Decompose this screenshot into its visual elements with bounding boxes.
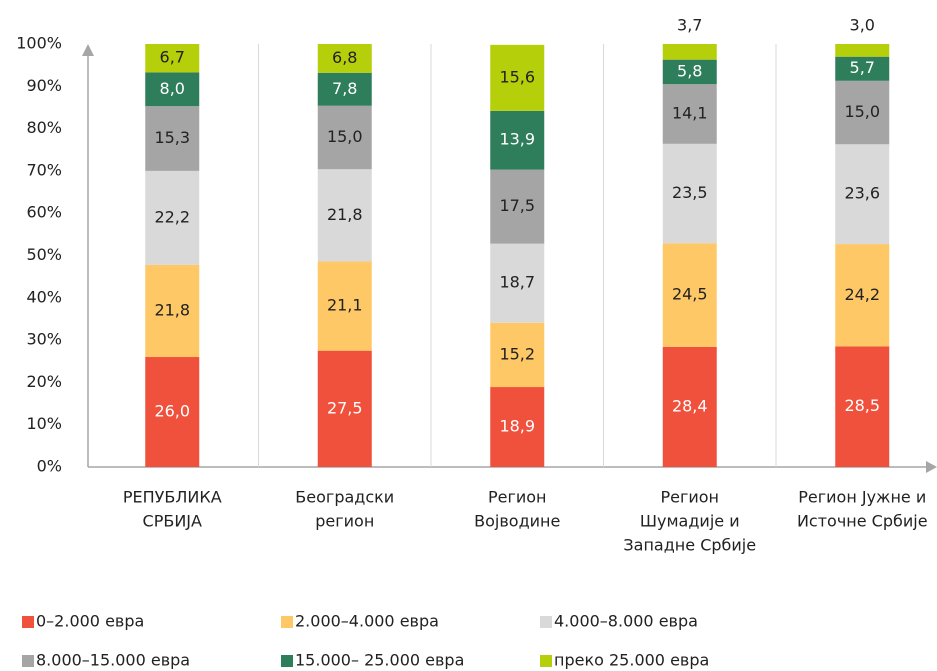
y-tick-label: 50%: [26, 245, 62, 264]
bar-segment: [317, 261, 372, 351]
bar-segment: [145, 170, 200, 265]
legend-label: преко 25.000 евра: [554, 651, 709, 670]
y-tick-label: 10%: [26, 414, 62, 433]
legend-label: 4.000–8.000 евра: [554, 612, 698, 631]
data-label: 26,0: [154, 402, 190, 421]
y-tick-label: 70%: [26, 160, 62, 179]
bar-segment: [662, 84, 717, 144]
data-label: 27,5: [327, 398, 363, 417]
data-label: 21,8: [327, 205, 363, 224]
x-tick-label: Шумадије и: [640, 512, 740, 531]
data-label: 5,7: [850, 58, 875, 77]
bar-segment: [145, 264, 200, 358]
data-label: 14,1: [672, 104, 708, 123]
bar-segment: [835, 80, 890, 145]
legend-label: 8.000–15.000 евра: [36, 651, 190, 670]
x-tick-label: РЕПУБЛИКА: [123, 488, 222, 507]
data-label: 13,9: [499, 130, 535, 149]
legend-swatch: [540, 616, 552, 628]
data-label: 21,1: [327, 296, 363, 315]
data-label: 17,5: [499, 196, 535, 215]
data-label: 15,3: [154, 128, 190, 147]
x-tick-label: Западне Србије: [623, 536, 756, 555]
x-tick-label: регион: [315, 512, 374, 531]
legend-swatch: [22, 655, 34, 667]
bar-segment: [145, 72, 200, 107]
bar-segment: [317, 105, 372, 170]
bar-segment: [662, 59, 717, 85]
bar-segment: [145, 44, 200, 73]
bar-segment: [317, 72, 372, 106]
y-tick-label: 60%: [26, 203, 62, 222]
data-label: 6,8: [332, 48, 357, 67]
bar-segment: [835, 244, 890, 347]
x-tick-label: Војводине: [474, 512, 560, 531]
y-tick-label: 100%: [16, 34, 62, 53]
data-label: 23,5: [672, 183, 708, 202]
data-label: 3,7: [677, 16, 702, 35]
y-tick-label: 30%: [26, 330, 62, 349]
data-label: 15,2: [499, 344, 535, 363]
y-tick-label: 20%: [26, 372, 62, 391]
bar-segment: [490, 322, 545, 388]
data-label: 28,5: [844, 396, 880, 415]
bar-segment: [490, 243, 545, 323]
x-tick-label: СРБИЈА: [143, 512, 202, 531]
data-label: 15,6: [499, 67, 535, 86]
bar-segment: [490, 169, 545, 244]
data-label: 28,4: [672, 396, 708, 415]
y-tick-label: 40%: [26, 287, 62, 306]
data-label: 22,2: [154, 207, 190, 226]
data-label: 6,7: [160, 48, 185, 67]
bar-segment: [490, 110, 545, 170]
bar-segment: [317, 44, 372, 73]
y-tick-label: 90%: [26, 76, 62, 95]
data-label: 15,0: [844, 102, 880, 121]
bar-segment: [662, 243, 717, 347]
legend-swatch: [22, 616, 34, 628]
bar-segment: [835, 144, 890, 245]
x-tick-label: Београдски: [295, 488, 394, 507]
bar-segment: [317, 350, 372, 467]
bar-segment: [662, 143, 717, 244]
x-tick-label: Регион: [660, 488, 719, 507]
data-label: 3,0: [850, 16, 875, 35]
data-label: 21,8: [154, 300, 190, 319]
data-label: 24,2: [844, 285, 880, 304]
bar-segment: [835, 56, 890, 81]
data-label: 18,7: [499, 273, 535, 292]
x-tick-label: Источне Србије: [797, 512, 928, 531]
data-label: 18,9: [499, 417, 535, 436]
legend-swatch: [540, 655, 552, 667]
legend-swatch: [281, 616, 293, 628]
y-axis-arrow: [82, 44, 94, 56]
y-tick-label: 0%: [37, 457, 62, 476]
bar-segment: [490, 44, 545, 111]
data-label: 24,5: [672, 285, 708, 304]
legend-label: 0–2.000 евра: [36, 612, 144, 631]
bar-segment: [490, 387, 545, 467]
data-label: 5,8: [677, 61, 702, 80]
data-label: 7,8: [332, 79, 357, 98]
bar-segment: [662, 44, 717, 60]
legend-swatch: [281, 655, 293, 667]
bar-segment: [835, 44, 890, 57]
data-label: 23,6: [844, 184, 880, 203]
data-label: 15,0: [327, 127, 363, 146]
data-label: 8,0: [160, 79, 185, 98]
bar-segment: [145, 106, 200, 171]
bar-segment: [835, 346, 890, 467]
bar-segment: [317, 169, 372, 262]
y-tick-label: 80%: [26, 118, 62, 137]
bar-segment: [145, 357, 200, 467]
bar-segment: [662, 346, 717, 467]
x-axis-arrow: [926, 461, 937, 473]
x-tick-label: Регион Јужне и: [798, 488, 926, 507]
legend-label: 15.000– 25.000 евра: [295, 651, 464, 670]
legend-label: 2.000–4.000 евра: [295, 612, 439, 631]
x-tick-label: Регион: [488, 488, 547, 507]
